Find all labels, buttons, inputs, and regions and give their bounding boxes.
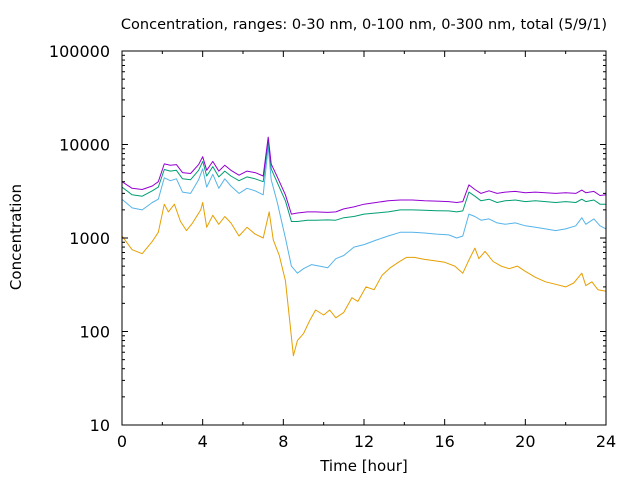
x-tick-label: 16: [434, 432, 454, 451]
series-line-2: [121, 146, 607, 274]
y-tick-label: 1000: [69, 229, 110, 248]
x-tick-label: 24: [596, 432, 616, 451]
y-tick-label: 10000: [59, 136, 110, 155]
series-layer: [121, 136, 607, 357]
plot-frame: [121, 50, 607, 426]
x-axis-label: Time [hour]: [319, 457, 408, 475]
x-tick-label: 0: [117, 432, 127, 451]
x-tick-label: 12: [354, 432, 374, 451]
chart-title: Concentration, ranges: 0-30 nm, 0-100 nm…: [121, 17, 607, 33]
series-line-1: [121, 202, 607, 357]
y-tick-label: 10: [90, 416, 110, 435]
tick-layer: 0 4 8 12 16 20 24 10 100 1000 10000 100000: [49, 42, 616, 451]
y-tick-label: 100000: [49, 42, 110, 61]
y-axis-label: Concentration: [7, 184, 25, 290]
y-tick-label: 100: [79, 323, 110, 342]
x-tick-label: 4: [198, 432, 208, 451]
series-line-4: [121, 136, 607, 215]
series-line-3: [121, 140, 606, 222]
x-tick-label: 20: [515, 432, 535, 451]
x-tick-label: 8: [278, 432, 288, 451]
